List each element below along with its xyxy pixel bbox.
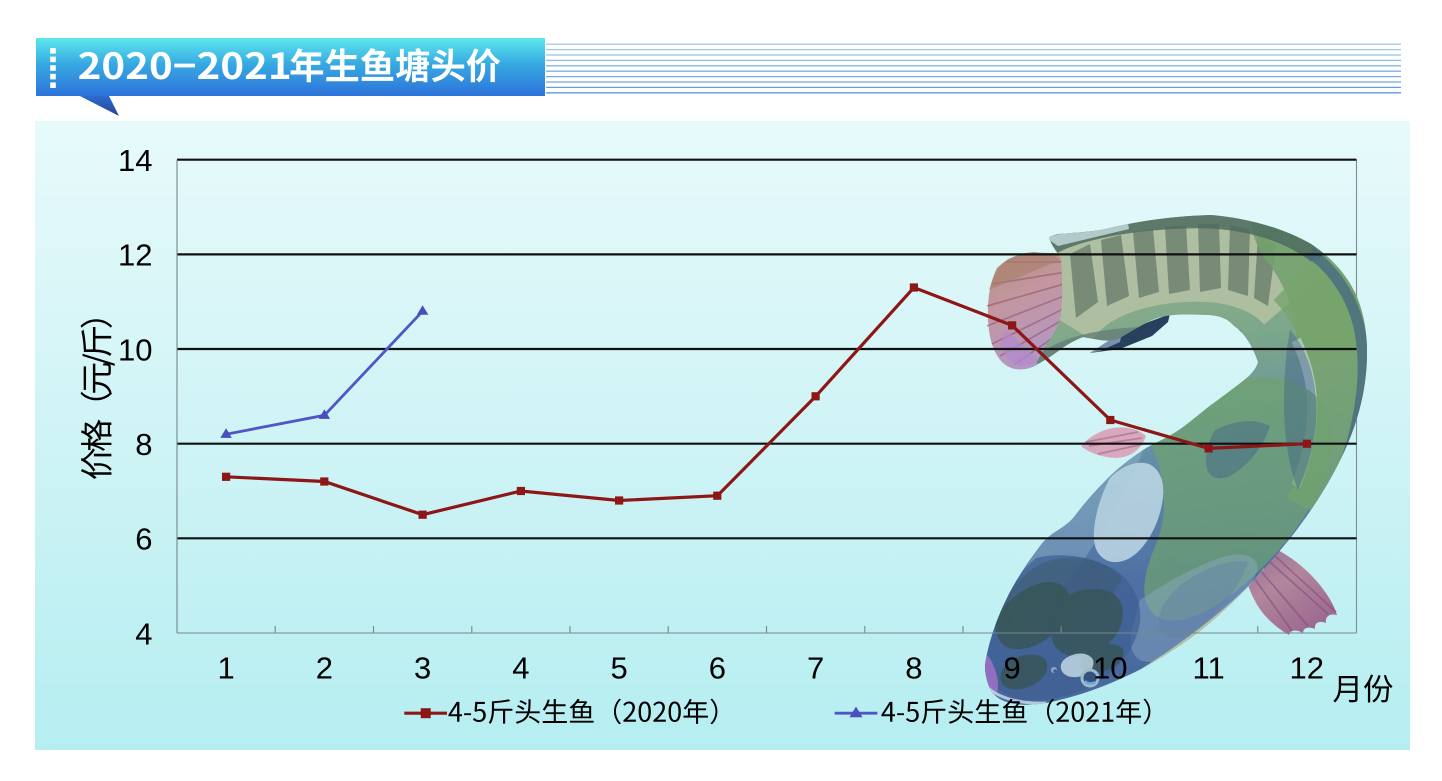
svg-text:10: 10	[118, 332, 152, 367]
svg-text:9: 9	[1003, 651, 1020, 686]
svg-text:2: 2	[316, 651, 333, 686]
svg-text:10: 10	[1093, 651, 1127, 686]
svg-text:12: 12	[118, 238, 152, 273]
svg-text:6: 6	[135, 522, 152, 557]
svg-text:11: 11	[1193, 651, 1225, 686]
svg-text:8: 8	[135, 427, 152, 462]
svg-text:12: 12	[1290, 651, 1324, 686]
svg-text:5: 5	[610, 651, 627, 686]
svg-text:3: 3	[414, 651, 431, 686]
svg-text:4: 4	[135, 616, 152, 651]
svg-text:7: 7	[807, 651, 824, 686]
svg-text:4: 4	[512, 651, 529, 686]
svg-text:14: 14	[118, 143, 152, 178]
svg-text:6: 6	[709, 651, 726, 686]
svg-text:8: 8	[905, 651, 922, 686]
svg-text:1: 1	[217, 651, 234, 686]
